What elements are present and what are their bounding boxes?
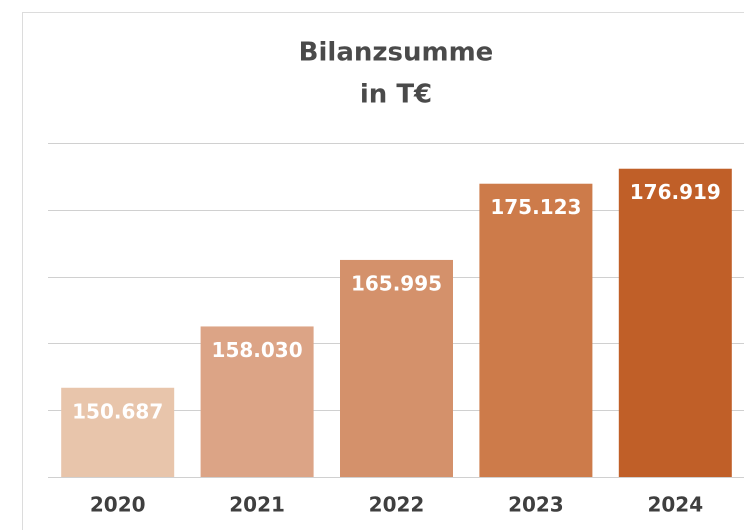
bar — [618, 168, 732, 477]
x-tick-label: 2021 — [229, 493, 285, 517]
chart-title: in T€ — [360, 80, 432, 110]
bar — [61, 387, 175, 477]
x-tick-label: 2024 — [647, 493, 703, 517]
value-label: 150.687 — [72, 399, 163, 423]
x-tick-label: 2022 — [369, 493, 425, 517]
bar — [479, 183, 593, 477]
value-label: 176.919 — [630, 180, 721, 204]
bar — [340, 259, 453, 477]
x-tick-label: 2023 — [508, 493, 564, 517]
bar — [200, 326, 314, 477]
value-label: 165.995 — [351, 271, 442, 295]
x-tick-label: 2020 — [90, 493, 146, 517]
value-label: 158.030 — [212, 338, 303, 362]
value-label: 175.123 — [490, 195, 581, 219]
chart-frame — [22, 12, 744, 530]
chart-title: Bilanzsumme — [299, 38, 494, 68]
